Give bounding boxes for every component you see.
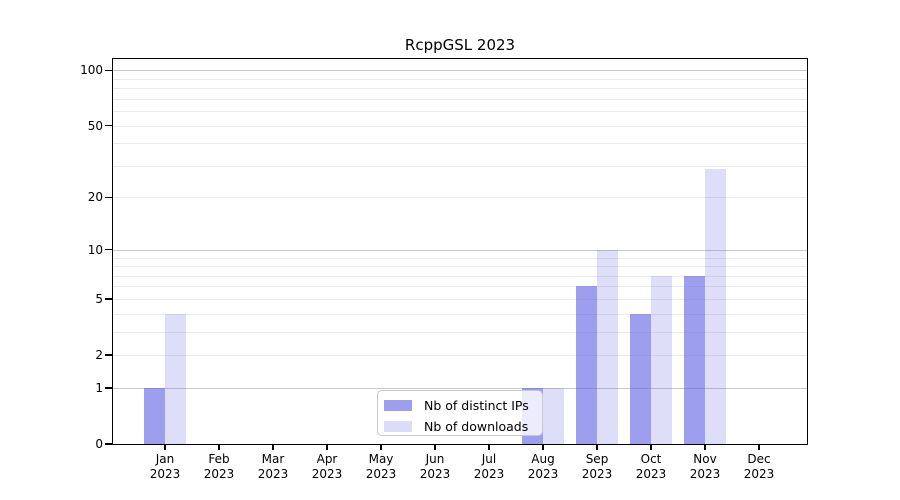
x-tick-label-mar: Mar 2023: [257, 452, 289, 481]
y-tick-2: [105, 354, 112, 356]
bar-oct-nb-of-distinct-ips: [630, 313, 651, 444]
plot-area: [112, 58, 808, 445]
legend-label-distinct-ips: Nb of distinct IPs: [424, 398, 529, 413]
chart-title: RcppGSL 2023: [404, 36, 516, 54]
x-tick-may: [380, 445, 382, 450]
legend-item-distinct-ips: Nb of distinct IPs: [384, 397, 536, 414]
x-tick-label-oct: Oct 2023: [635, 452, 667, 481]
y-tick-20: [105, 196, 112, 199]
y-tick-label-1: 1: [95, 380, 103, 395]
y-tick-label-20: 20: [87, 190, 103, 205]
x-tick-nov: [704, 445, 706, 450]
y-tick-label-2: 2: [95, 348, 103, 363]
y-tick-label-50: 50: [87, 118, 103, 133]
x-tick-label-may: May 2023: [365, 452, 397, 481]
gridline-20: [113, 197, 807, 199]
y-tick-label-5: 5: [95, 291, 103, 306]
gridline-80: [113, 88, 807, 90]
bar-aug-nb-of-downloads: [543, 387, 564, 444]
y-tick-label-0: 0: [95, 437, 103, 451]
gridline-2: [113, 355, 807, 357]
y-tick-100: [105, 69, 112, 71]
x-tick-label-feb: Feb 2023: [203, 452, 235, 481]
bar-sep-nb-of-distinct-ips: [576, 286, 597, 444]
y-tick-50: [105, 124, 112, 127]
gridline-40: [113, 143, 807, 145]
x-tick-label-sep: Sep 2023: [581, 452, 613, 481]
gridline-9: [113, 257, 807, 259]
y-tick-10: [105, 249, 112, 251]
x-tick-label-apr: Apr 2023: [311, 452, 343, 481]
gridline-100: [113, 70, 807, 72]
x-tick-jun: [434, 445, 436, 450]
legend-item-downloads: Nb of downloads: [384, 418, 536, 435]
y-tick-label-100: 100: [80, 63, 103, 78]
gridline-6: [113, 286, 807, 288]
bar-oct-nb-of-downloads: [651, 275, 672, 444]
gridline-90: [113, 78, 807, 80]
x-tick-oct: [650, 445, 652, 450]
gridline-3: [113, 331, 807, 333]
gridline-4: [113, 313, 807, 315]
gridline-8: [113, 266, 807, 268]
legend-label-downloads: Nb of downloads: [424, 419, 529, 434]
x-tick-label-jun: Jun 2023: [419, 452, 451, 481]
legend: Nb of distinct IPs Nb of downloads: [377, 390, 543, 436]
y-tick-0: [105, 443, 112, 445]
gridline-10: [113, 249, 807, 251]
x-tick-dec: [758, 445, 760, 450]
gridline-50: [113, 125, 807, 127]
bar-jan-nb-of-distinct-ips: [144, 387, 165, 444]
x-tick-label-aug: Aug 2023: [527, 452, 559, 481]
x-tick-aug: [542, 445, 544, 450]
x-tick-mar: [272, 445, 274, 450]
x-tick-label-jan: Jan 2023: [149, 452, 181, 481]
x-tick-label-jul: Jul 2023: [473, 452, 505, 481]
x-tick-label-dec: Dec 2023: [743, 452, 775, 481]
y-tick-5: [105, 298, 112, 300]
gridline-5: [113, 298, 807, 300]
bar-nov-nb-of-distinct-ips: [684, 275, 705, 444]
gridline-30: [113, 165, 807, 167]
bar-nov-nb-of-downloads: [705, 168, 726, 444]
y-tick-1: [105, 387, 112, 389]
x-tick-jan: [164, 445, 166, 450]
y-tick-label-10: 10: [87, 242, 103, 257]
x-tick-sep: [596, 445, 598, 450]
bar-sep-nb-of-downloads: [597, 249, 618, 444]
gridline-60: [113, 111, 807, 113]
x-tick-apr: [326, 445, 328, 450]
x-tick-label-nov: Nov 2023: [689, 452, 721, 481]
gridline-7: [113, 275, 807, 277]
x-tick-feb: [218, 445, 220, 450]
x-tick-jul: [488, 445, 490, 450]
bar-jan-nb-of-downloads: [165, 313, 186, 444]
legend-swatch-distinct-ips: [384, 400, 412, 411]
gridline-1: [113, 387, 807, 389]
gridline-70: [113, 98, 807, 100]
legend-swatch-downloads: [384, 421, 412, 432]
